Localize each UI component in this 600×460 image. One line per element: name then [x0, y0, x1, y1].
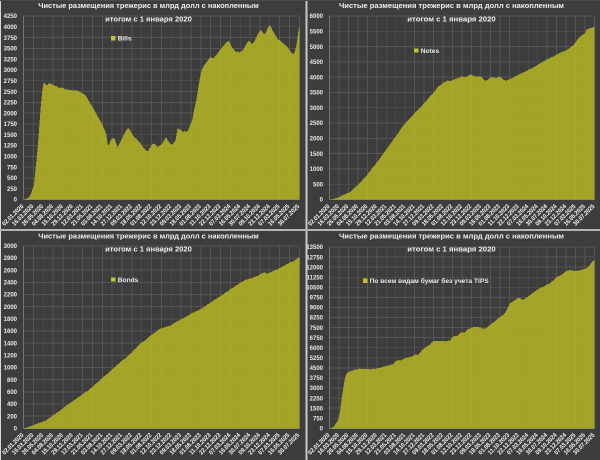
svg-text:250: 250 — [7, 187, 18, 193]
svg-text:4250: 4250 — [4, 14, 18, 20]
svg-text:2200: 2200 — [4, 293, 18, 299]
svg-text:итогом с 1 января 2020: итогом с 1 января 2020 — [105, 14, 192, 23]
svg-text:500: 500 — [7, 176, 18, 182]
svg-text:750: 750 — [7, 165, 18, 171]
svg-text:0: 0 — [320, 198, 324, 204]
svg-text:По всем видам бумаг без учета: По всем видам бумаг без учета TIPS — [370, 277, 490, 285]
svg-text:200: 200 — [7, 414, 18, 420]
svg-text:2250: 2250 — [310, 396, 324, 402]
svg-text:1400: 1400 — [4, 341, 18, 347]
svg-text:итогом с 1 января 2020: итогом с 1 января 2020 — [407, 14, 496, 23]
svg-text:3000: 3000 — [4, 244, 18, 250]
svg-text:2000: 2000 — [4, 305, 18, 311]
svg-text:1600: 1600 — [4, 329, 18, 335]
svg-text:13500: 13500 — [306, 245, 323, 251]
svg-text:итогом с 1 января 2020: итогом с 1 января 2020 — [407, 245, 496, 254]
svg-text:9000: 9000 — [310, 306, 324, 312]
svg-text:9750: 9750 — [310, 296, 324, 302]
svg-text:3000: 3000 — [310, 386, 324, 392]
svg-text:600: 600 — [7, 390, 18, 396]
svg-text:1500: 1500 — [4, 133, 18, 139]
svg-text:4500: 4500 — [310, 366, 324, 372]
svg-text:5000: 5000 — [310, 45, 324, 51]
svg-text:2000: 2000 — [4, 111, 18, 117]
svg-text:800: 800 — [7, 378, 18, 384]
svg-text:2400: 2400 — [4, 281, 18, 287]
svg-text:1500: 1500 — [310, 152, 324, 158]
svg-text:6000: 6000 — [310, 346, 324, 352]
svg-text:5250: 5250 — [310, 356, 324, 362]
svg-text:6750: 6750 — [310, 336, 324, 342]
svg-text:3250: 3250 — [4, 57, 18, 63]
svg-text:3000: 3000 — [310, 106, 324, 112]
svg-text:2250: 2250 — [4, 101, 18, 107]
svg-text:1500: 1500 — [310, 406, 324, 412]
svg-text:5500: 5500 — [310, 30, 324, 36]
svg-text:3500: 3500 — [4, 47, 18, 53]
svg-text:Чистые размещения трежерис в м: Чистые размещения трежерис в млрд долл с… — [339, 232, 564, 241]
svg-text:2000: 2000 — [310, 137, 324, 143]
svg-text:4000: 4000 — [310, 75, 324, 81]
svg-text:2750: 2750 — [4, 79, 18, 85]
svg-text:1750: 1750 — [4, 122, 18, 128]
svg-text:1800: 1800 — [4, 317, 18, 323]
svg-text:3500: 3500 — [310, 91, 324, 97]
svg-text:3000: 3000 — [4, 68, 18, 74]
svg-text:400: 400 — [7, 402, 18, 408]
svg-text:7500: 7500 — [310, 326, 324, 332]
svg-text:0: 0 — [14, 427, 18, 433]
svg-text:0: 0 — [14, 198, 18, 204]
svg-text:Чистые размещения трежерис в м: Чистые размещения трежерис в млрд долл с… — [339, 1, 564, 10]
svg-text:Bonds: Bonds — [118, 277, 139, 284]
svg-text:Notes: Notes — [421, 48, 440, 55]
svg-text:1200: 1200 — [4, 354, 18, 360]
svg-text:11250: 11250 — [307, 275, 324, 281]
svg-text:500: 500 — [313, 182, 324, 188]
svg-text:1000: 1000 — [310, 167, 324, 173]
svg-text:12000: 12000 — [306, 265, 323, 271]
svg-text:4500: 4500 — [310, 60, 324, 66]
svg-text:итогом с 1 января 2020: итогом с 1 января 2020 — [105, 245, 192, 254]
svg-text:2600: 2600 — [4, 268, 18, 274]
svg-text:12750: 12750 — [306, 255, 323, 261]
svg-text:Bills: Bills — [118, 36, 132, 43]
svg-text:1000: 1000 — [4, 155, 18, 161]
svg-text:4000: 4000 — [4, 25, 18, 31]
svg-text:750: 750 — [313, 416, 324, 422]
svg-text:2800: 2800 — [4, 256, 18, 262]
svg-text:6000: 6000 — [310, 14, 324, 20]
svg-text:2500: 2500 — [4, 90, 18, 96]
svg-text:1000: 1000 — [4, 366, 18, 372]
svg-text:8250: 8250 — [310, 316, 324, 322]
svg-text:Чистые размещения трежерис в м: Чистые размещения трежерис в млрд долл с… — [38, 1, 258, 10]
svg-text:2500: 2500 — [310, 121, 324, 127]
svg-text:0: 0 — [320, 427, 324, 433]
svg-text:Чистые размещения трежерис в м: Чистые размещения трежерис в млрд долл с… — [38, 232, 258, 241]
svg-text:3750: 3750 — [310, 376, 324, 382]
svg-text:10500: 10500 — [306, 286, 323, 292]
svg-text:1250: 1250 — [4, 144, 18, 150]
svg-text:3750: 3750 — [4, 36, 18, 42]
